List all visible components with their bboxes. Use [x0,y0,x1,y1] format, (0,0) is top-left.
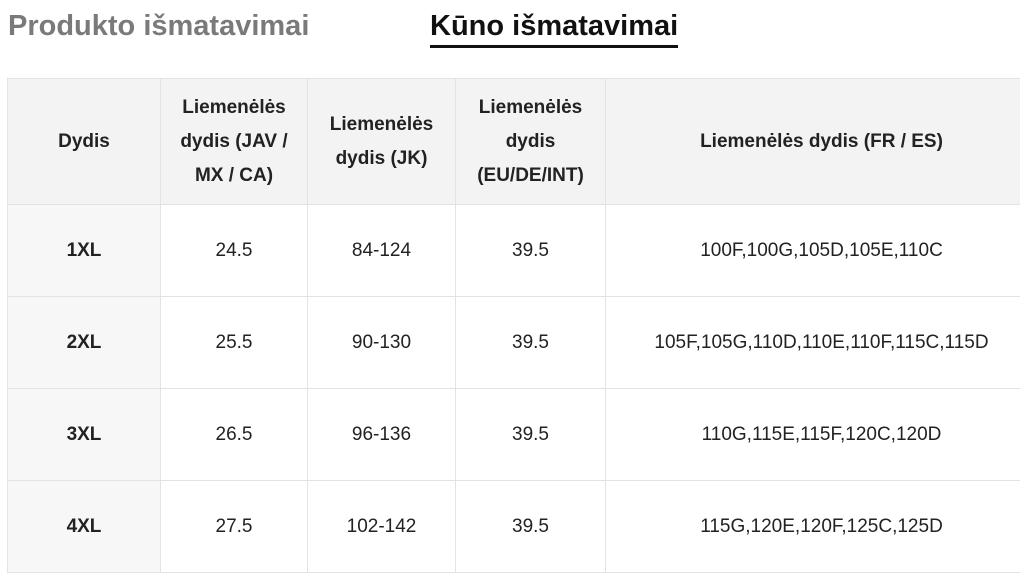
tab[interactable]: Produkto išmatavimai [8,10,310,42]
table-cell: 100F,100G,105D,105E,110C [605,204,1020,297]
table-cell: 84-124 [307,204,456,297]
column-header: Liemenėlės dydis (JAV / MX / CA) [160,78,308,205]
table-cell: 102-142 [307,480,456,573]
table-cell: 39.5 [455,296,606,389]
size-cell: 4XL [7,480,161,573]
table-cell: 27.5 [160,480,308,573]
size-table: Dydis Liemenėlės dydis (JAV / MX / CA) Lie… [7,78,1020,573]
table-cell: 39.5 [455,204,606,297]
table-cell: 90-130 [307,296,456,389]
table-row: 1XL 24.5 84-124 39.5 100F,100G,105D,105E,110… [7,204,1020,297]
table-cell: 115G,120E,120F,125C,125D [605,480,1020,573]
table-cell: 39.5 [455,388,606,481]
table-cell: 105F,105G,110D,110E,110F,115C,115D [605,296,1020,389]
table-cell: 110G,115E,115F,120C,120D [605,388,1020,481]
size-cell: 3XL [7,388,161,481]
table-cell: 96-136 [307,388,456,481]
size-cell: 1XL [7,204,161,297]
table-cell: 25.5 [160,296,308,389]
table-cell: 26.5 [160,388,308,481]
table-row: 3XL 26.5 96-136 39.5 110G,115E,115F,120C,120… [7,388,1020,481]
header-row: Dydis Liemenėlės dydis (JAV / MX / CA) Lie… [7,78,1020,205]
table-cell: 24.5 [160,204,308,297]
column-header: Liemenėlės dydis (EU/DE/INT) [455,78,606,205]
column-header: Liemenėlės dydis (JK) [307,78,456,205]
table-body: 1XL 24.5 84-124 39.5 100F,100G,105D,105E,110… [7,204,1020,573]
table-row: 2XL 25.5 90-130 39.5 105F,105G,110D,110E,110… [7,296,1020,389]
tab-active[interactable]: Kūno išmatavimai [430,8,679,48]
table-cell: 39.5 [455,480,606,573]
column-header: Liemenėlės dydis (FR / ES) [605,78,1020,205]
column-header: Dydis [7,78,161,205]
size-cell: 2XL [7,296,161,389]
table-row: 4XL 27.5 102-142 39.5 115G,120E,120F,125C,12… [7,480,1020,573]
